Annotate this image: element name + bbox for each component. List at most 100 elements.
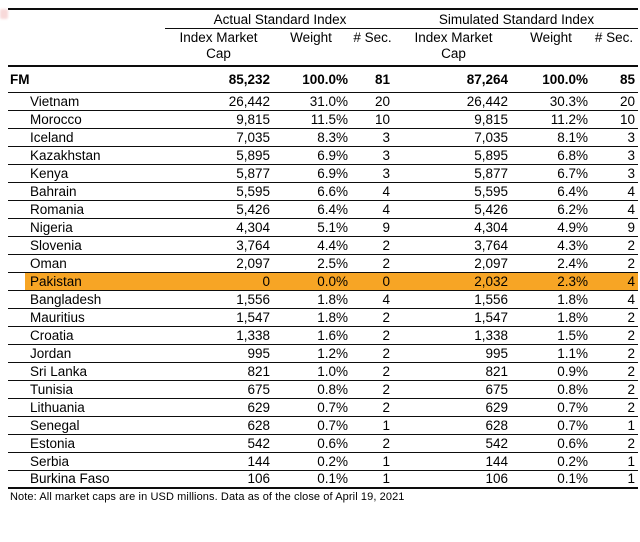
actual-index-market-cap-cell: 106 <box>165 470 272 489</box>
simulated-num-securities-cell: 2 <box>590 362 639 381</box>
actual-num-securities-cell: 81 <box>350 66 395 93</box>
actual-index-market-cap-cell: 675 <box>165 380 272 399</box>
simulated-weight-cell: 30.3% <box>512 92 590 111</box>
actual-weight-cell: 6.6% <box>272 182 350 201</box>
simulated-weight-cell: 0.2% <box>512 452 590 471</box>
actual-index-market-cap-cell: 85,232 <box>165 66 272 93</box>
simulated-standard-index-header: Simulated Standard Index <box>395 8 639 29</box>
group-header-row: Actual Standard Index Simulated Standard… <box>8 8 639 29</box>
simulated-weight-cell: 0.7% <box>512 398 590 417</box>
header-label: # Sec. <box>353 29 392 45</box>
country-row: Pakistan 0 0.0% 0 2,032 2.3% 4 <box>8 272 639 291</box>
header-label: Index Market Cap <box>414 29 493 61</box>
simulated-num-securities-header: # Sec. <box>590 28 639 67</box>
country-row: Estonia 542 0.6% 2 542 0.6% 2 <box>8 434 639 453</box>
simulated-num-securities-cell: 1 <box>590 470 639 489</box>
actual-num-securities-cell: 4 <box>350 182 395 201</box>
country-name-cell: Mauritius <box>8 308 165 327</box>
actual-num-securities-header: # Sec. <box>350 28 395 67</box>
simulated-weight-cell: 6.7% <box>512 164 590 183</box>
country-name-cell: Burkina Faso <box>8 470 165 489</box>
actual-weight-cell: 8.3% <box>272 128 350 147</box>
simulated-weight-cell: 4.9% <box>512 218 590 237</box>
country-name-cell: Morocco <box>8 110 165 129</box>
simulated-index-market-cap-cell: 5,895 <box>395 146 512 165</box>
actual-index-market-cap-header: Index Market Cap <box>165 28 272 67</box>
actual-index-market-cap-cell: 26,442 <box>165 92 272 111</box>
simulated-index-market-cap-cell: 628 <box>395 416 512 435</box>
country-name-cell: Tunisia <box>8 380 165 399</box>
simulated-num-securities-cell: 85 <box>590 66 639 93</box>
country-row: Tunisia 675 0.8% 2 675 0.8% 2 <box>8 380 639 399</box>
simulated-index-market-cap-cell: 995 <box>395 344 512 363</box>
actual-weight-header: Weight <box>272 28 350 67</box>
simulated-index-market-cap-cell: 821 <box>395 362 512 381</box>
country-name-cell: Iceland <box>8 128 165 147</box>
simulated-num-securities-cell: 2 <box>590 344 639 363</box>
actual-index-market-cap-cell: 3,764 <box>165 236 272 255</box>
actual-weight-cell: 0.8% <box>272 380 350 399</box>
simulated-num-securities-cell: 4 <box>590 272 639 291</box>
simulated-index-market-cap-cell: 5,595 <box>395 182 512 201</box>
actual-index-market-cap-cell: 542 <box>165 434 272 453</box>
actual-index-market-cap-cell: 0 <box>165 272 272 291</box>
country-name-cell: Bangladesh <box>8 290 165 309</box>
simulated-num-securities-cell: 2 <box>590 308 639 327</box>
simulated-weight-cell: 1.8% <box>512 290 590 309</box>
simulated-num-securities-cell: 2 <box>590 326 639 345</box>
country-name-cell: Slovenia <box>8 236 165 255</box>
simulated-num-securities-cell: 20 <box>590 92 639 111</box>
actual-weight-cell: 1.6% <box>272 326 350 345</box>
scan-artifact <box>0 9 8 19</box>
simulated-weight-cell: 0.9% <box>512 362 590 381</box>
simulated-index-market-cap-header: Index Market Cap <box>395 28 512 67</box>
actual-weight-cell: 5.1% <box>272 218 350 237</box>
country-name-cell: Kazakhstan <box>8 146 165 165</box>
actual-weight-cell: 4.4% <box>272 236 350 255</box>
actual-index-market-cap-cell: 4,304 <box>165 218 272 237</box>
country-row: Senegal 628 0.7% 1 628 0.7% 1 <box>8 416 639 435</box>
simulated-weight-cell: 0.8% <box>512 380 590 399</box>
simulated-weight-cell: 6.8% <box>512 146 590 165</box>
simulated-index-market-cap-cell: 4,304 <box>395 218 512 237</box>
simulated-weight-cell: 0.7% <box>512 416 590 435</box>
simulated-index-market-cap-cell: 1,338 <box>395 326 512 345</box>
actual-num-securities-cell: 0 <box>350 272 395 291</box>
simulated-index-market-cap-cell: 2,097 <box>395 254 512 273</box>
simulated-weight-cell: 0.1% <box>512 470 590 489</box>
actual-weight-cell: 6.4% <box>272 200 350 219</box>
actual-weight-cell: 0.7% <box>272 398 350 417</box>
simulated-index-market-cap-cell: 26,442 <box>395 92 512 111</box>
actual-standard-index-header: Actual Standard Index <box>165 8 395 29</box>
country-row: Bahrain 5,595 6.6% 4 5,595 6.4% 4 <box>8 182 639 201</box>
column-header-row: Index Market Cap Weight # Sec. Index Mar… <box>8 28 639 67</box>
actual-num-securities-cell: 2 <box>350 434 395 453</box>
simulated-num-securities-cell: 2 <box>590 254 639 273</box>
actual-weight-cell: 1.8% <box>272 290 350 309</box>
simulated-num-securities-cell: 1 <box>590 452 639 471</box>
simulated-index-market-cap-cell: 1,547 <box>395 308 512 327</box>
fm-total-row: FM 85,232 100.0% 81 87,264 100.0% 85 <box>8 66 639 93</box>
actual-weight-cell: 1.8% <box>272 308 350 327</box>
country-name-cell: Kenya <box>8 164 165 183</box>
country-name-cell: Nigeria <box>8 218 165 237</box>
actual-index-market-cap-cell: 1,547 <box>165 308 272 327</box>
country-name-cell: Sri Lanka <box>8 362 165 381</box>
country-row: Lithuania 629 0.7% 2 629 0.7% 2 <box>8 398 639 417</box>
header-label: # Sec. <box>594 29 634 45</box>
actual-num-securities-cell: 9 <box>350 218 395 237</box>
simulated-weight-cell: 1.5% <box>512 326 590 345</box>
actual-weight-cell: 0.1% <box>272 470 350 489</box>
country-name-cell: Lithuania <box>8 398 165 417</box>
header-label: Weight <box>530 29 572 45</box>
actual-index-market-cap-cell: 629 <box>165 398 272 417</box>
index-name-cell: FM <box>8 66 165 93</box>
simulated-index-market-cap-cell: 87,264 <box>395 66 512 93</box>
simulated-weight-cell: 1.8% <box>512 308 590 327</box>
country-name-cell: Serbia <box>8 452 165 471</box>
actual-num-securities-cell: 1 <box>350 452 395 471</box>
country-row: Kazakhstan 5,895 6.9% 3 5,895 6.8% 3 <box>8 146 639 165</box>
index-comparison-table: Actual Standard Index Simulated Standard… <box>8 8 639 489</box>
actual-num-securities-cell: 2 <box>350 308 395 327</box>
simulated-index-market-cap-cell: 675 <box>395 380 512 399</box>
